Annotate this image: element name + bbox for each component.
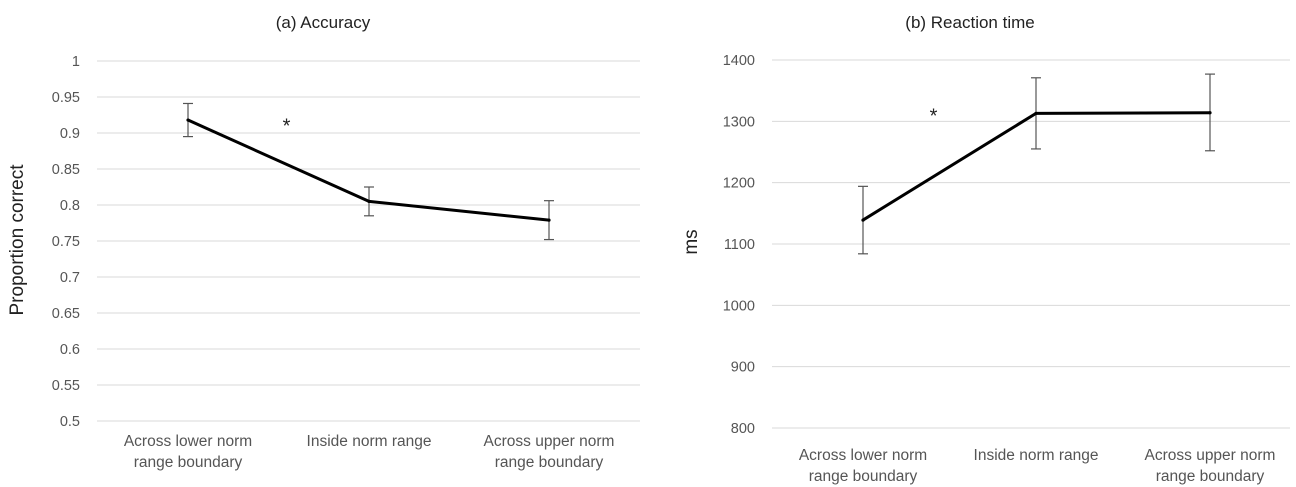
x-category-label: Inside norm range (307, 433, 432, 450)
y-tick-label: 800 (731, 421, 755, 437)
y-tick-label: 0.9 (60, 126, 80, 142)
y-tick-label: 0.65 (52, 306, 80, 322)
y-tick-label: 1000 (723, 298, 755, 314)
y-tick-label: 0.8 (60, 198, 80, 214)
y-tick-label: 1100 (724, 237, 755, 253)
x-category-label: range boundary (809, 468, 918, 485)
y-tick-label: 1400 (723, 53, 755, 69)
accuracy-chart: (a) Accuracy 0.5 0.55 0.6 0.65 0.7 0.75 0.8 0.85… (7, 13, 640, 471)
x-category-label: Across upper norm (1145, 447, 1276, 464)
y-tick-label: 0.6 (60, 342, 80, 358)
x-category-label: Inside norm range (974, 447, 1099, 464)
y-tick-label: 0.5 (60, 414, 80, 430)
x-category-label: range boundary (134, 454, 243, 471)
y-tick-label: 0.55 (52, 378, 80, 394)
y-tick-label: 0.95 (52, 90, 80, 106)
significance-asterisk: * (930, 106, 938, 128)
data-point (547, 218, 551, 222)
data-point (1208, 111, 1212, 115)
x-category-label: Across lower norm (124, 433, 252, 450)
data-point (861, 218, 865, 222)
reaction-time-chart: (b) Reaction time 800 900 1000 1100 1200 1300 1… (681, 13, 1290, 485)
y-axis-label: Proportion correct (7, 164, 28, 316)
x-category-label: range boundary (1156, 468, 1265, 485)
y-tick-label: 1200 (723, 176, 755, 192)
data-point (186, 118, 190, 122)
x-category-label: Across lower norm (799, 447, 927, 464)
y-tick-label: 1300 (723, 114, 755, 130)
y-tick-label: 0.85 (52, 162, 80, 178)
significance-asterisk: * (283, 116, 291, 138)
y-tick-label: 0.75 (52, 234, 80, 250)
y-tick-label: 1 (72, 54, 80, 70)
y-axis-label: ms (681, 229, 702, 254)
data-point (1034, 111, 1038, 115)
chart-title: (a) Accuracy (276, 13, 371, 32)
x-category-label: Across upper norm (484, 433, 615, 450)
chart-title: (b) Reaction time (905, 13, 1034, 32)
y-tick-label: 0.7 (60, 270, 80, 286)
y-tick-label: 900 (731, 360, 755, 376)
x-category-label: range boundary (495, 454, 604, 471)
data-point (367, 199, 371, 203)
